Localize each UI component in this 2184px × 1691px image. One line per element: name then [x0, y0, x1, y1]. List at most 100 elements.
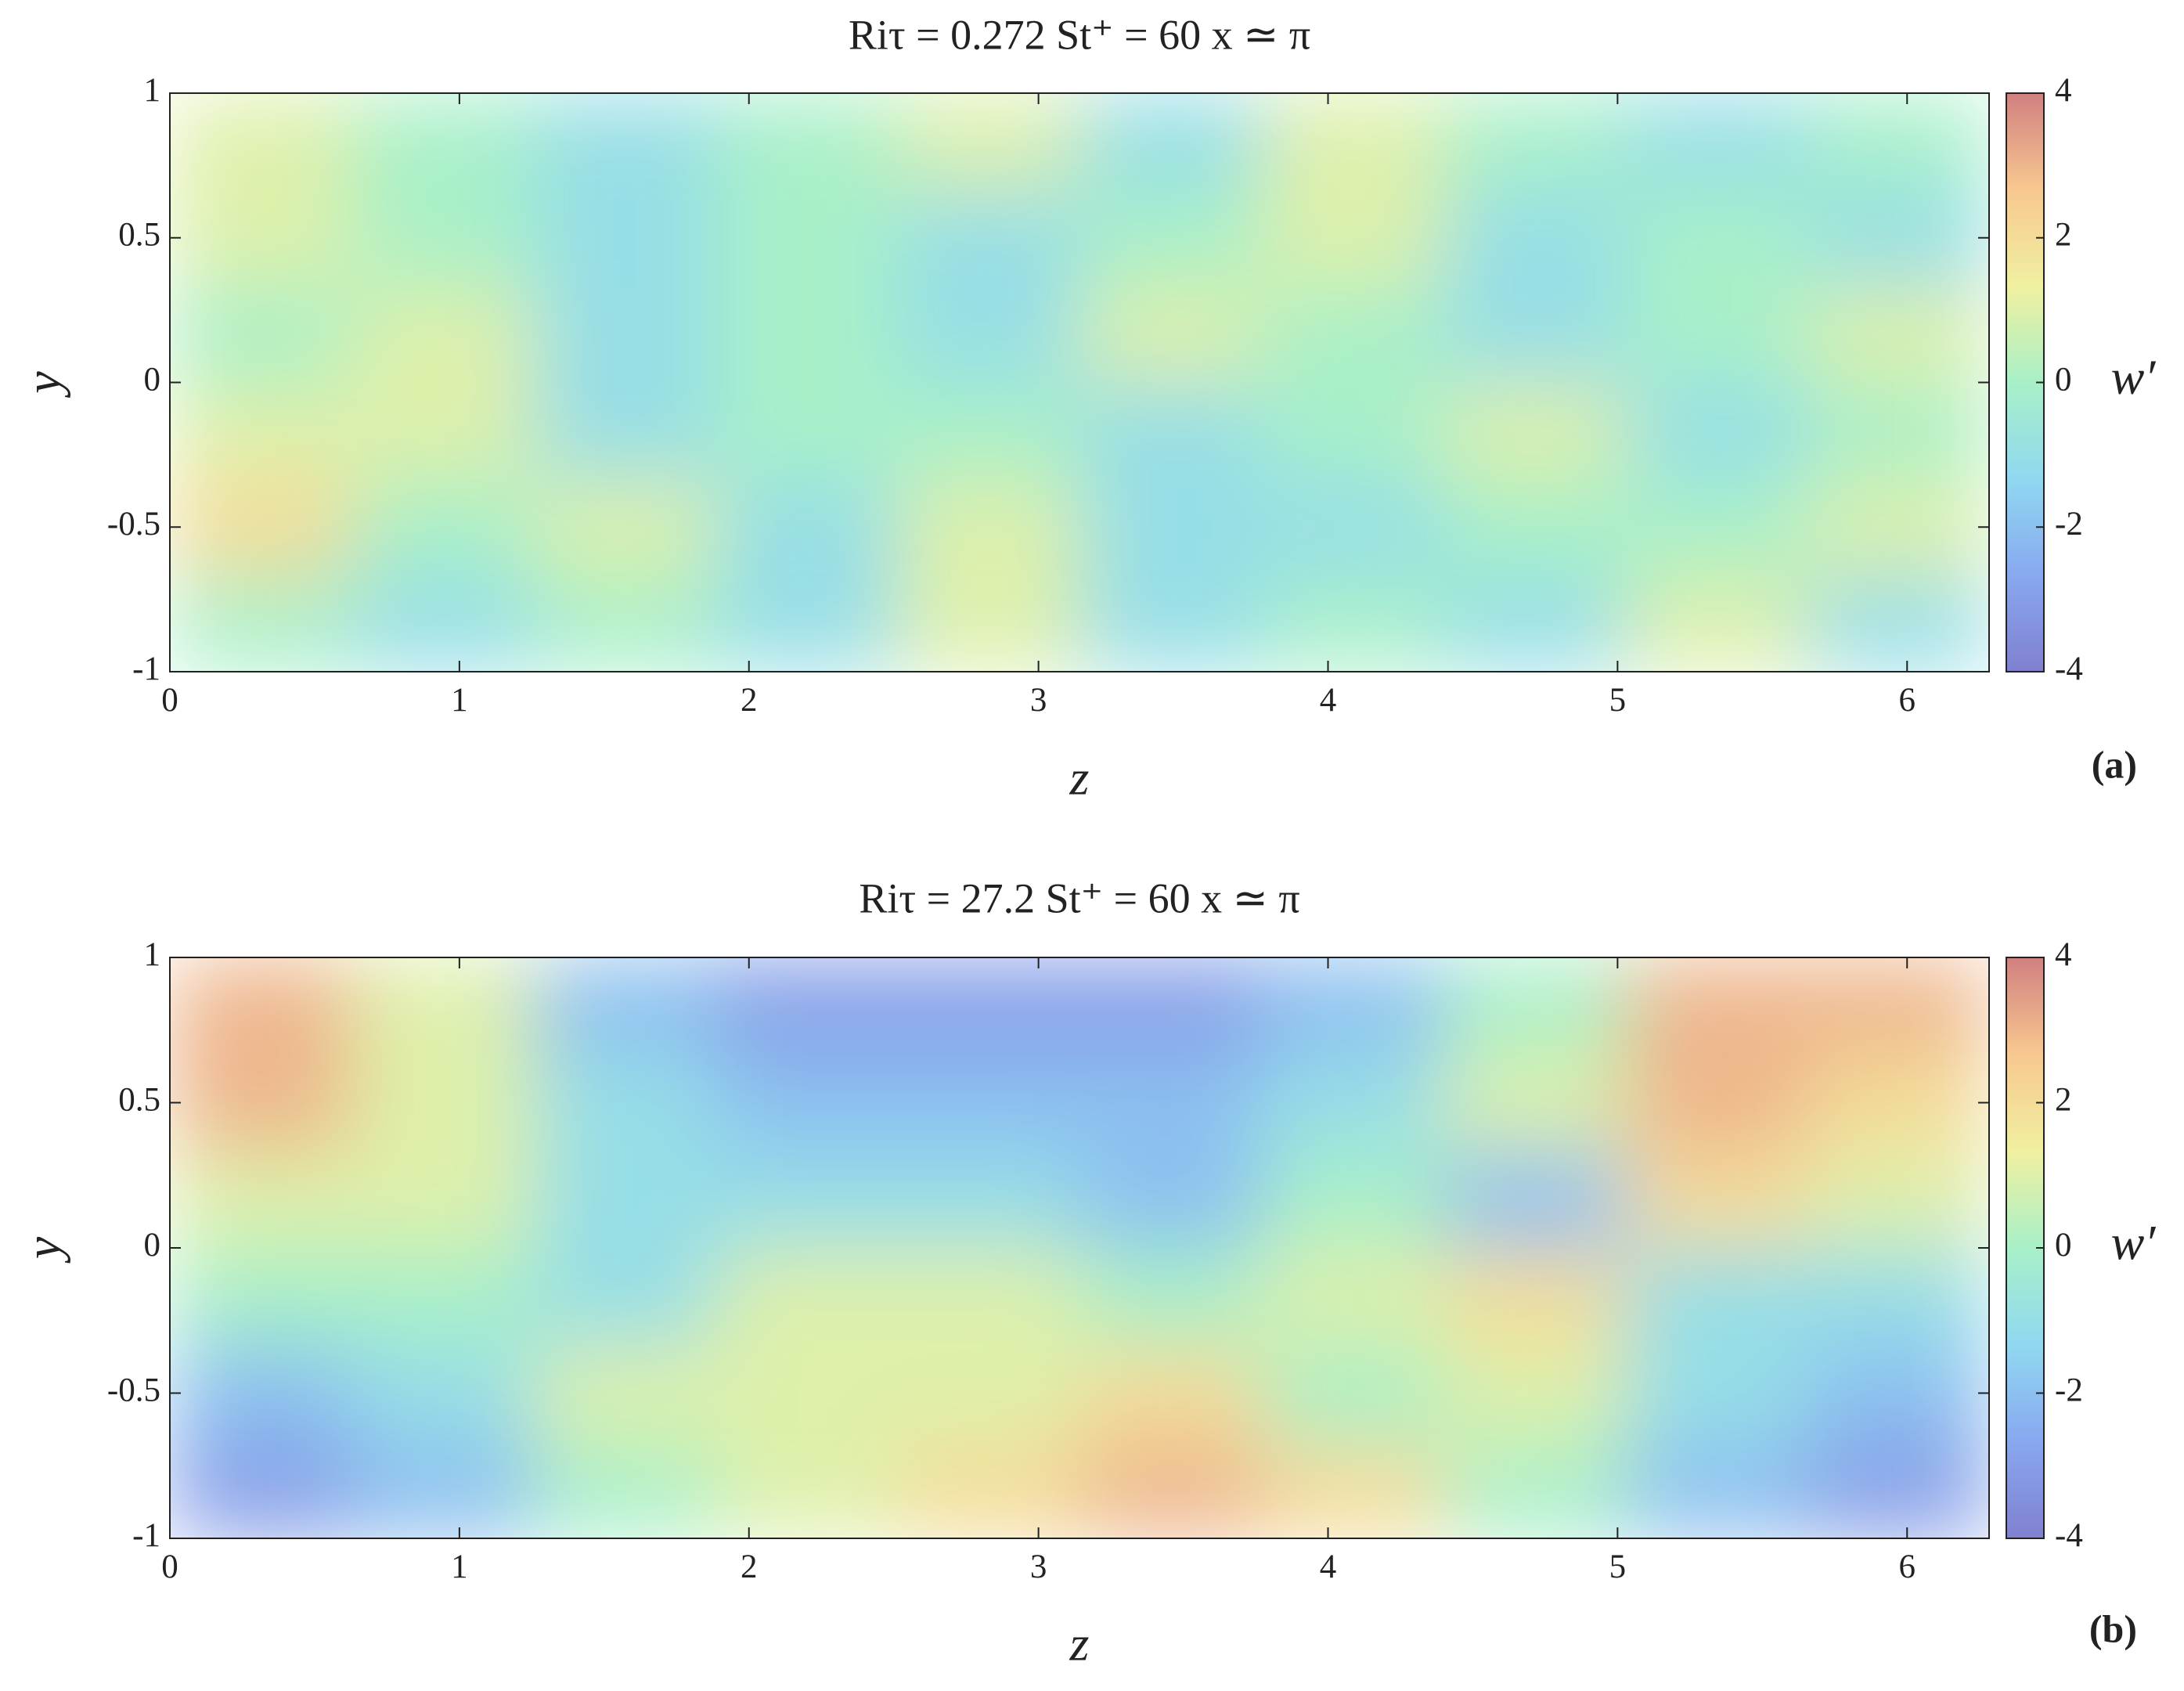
heatmap-cell: [1807, 957, 1989, 1055]
heatmap-cells: [170, 93, 1989, 672]
heatmap-cell: [170, 286, 353, 384]
heatmap-cell: [1443, 286, 1627, 384]
x-axis-label: z: [1069, 750, 1090, 806]
heatmap-cell: [1261, 1344, 1444, 1443]
heatmap-cell: [897, 286, 1080, 384]
heatmap-cell: [351, 1054, 535, 1152]
x-tick-label: 1: [451, 682, 468, 719]
heatmap-cell: [1079, 189, 1263, 287]
y-tick-label: 0: [144, 361, 161, 398]
heatmap-cell: [351, 1248, 535, 1346]
y-tick-label: 0.5: [118, 217, 160, 254]
heatmap-cell: [1807, 382, 1989, 480]
heatmap-cell: [1261, 575, 1444, 672]
heatmap-cell: [1807, 286, 1989, 384]
heatmap-cell: [1261, 478, 1444, 576]
colorbar-label: w′: [2111, 1215, 2157, 1271]
heatmap-cell: [170, 1248, 353, 1346]
heatmap-cell: [1261, 1054, 1444, 1152]
heatmap-cell: [533, 1344, 717, 1443]
y-axis-label: y: [16, 1236, 71, 1264]
heatmap-cell: [1079, 1441, 1263, 1538]
heatmap-cell: [1261, 382, 1444, 480]
heatmap-cell: [897, 1441, 1080, 1538]
heatmap-cell: [1079, 575, 1263, 672]
heatmap-cell: [1261, 957, 1444, 1055]
x-tick-label: 0: [161, 1549, 178, 1585]
heatmap-cell: [351, 286, 535, 384]
heatmap-cell: [170, 93, 353, 191]
heatmap-cell: [351, 382, 535, 480]
x-tick-label: 4: [1320, 682, 1337, 719]
colorbar-tick-label: 4: [2055, 936, 2072, 973]
heatmap-cell: [533, 575, 717, 672]
heatmap-cell: [1625, 575, 1808, 672]
heatmap-cell: [1443, 575, 1627, 672]
heatmap-cell: [1079, 1344, 1263, 1443]
colorbar-tick-label: 4: [2055, 72, 2072, 109]
x-tick-label: 1: [451, 1549, 468, 1585]
heatmap: [170, 93, 1989, 672]
heatmap-cell: [1625, 382, 1808, 480]
heatmap-cell: [1443, 1054, 1627, 1152]
y-tick-label: -1: [132, 1517, 160, 1554]
heatmap-cell: [897, 1054, 1080, 1152]
heatmap-cell: [170, 1151, 353, 1249]
heatmap-cell: [715, 286, 899, 384]
heatmap-cell: [1625, 1344, 1808, 1443]
heatmap-cell: [1443, 93, 1627, 191]
heatmap-cell: [1625, 1248, 1808, 1346]
colorbar-tick-label: 0: [2055, 1227, 2072, 1264]
x-tick-label: 2: [741, 1549, 758, 1585]
chart-title: Riτ = 0.272 St⁺ = 60 x ≃ π: [849, 11, 1310, 58]
colorbar-tick-label: -4: [2055, 651, 2083, 687]
heatmap-cell: [170, 382, 353, 480]
heatmap-cell: [1079, 1054, 1263, 1152]
heatmap-cell: [1807, 478, 1989, 576]
heatmap-cell: [1261, 93, 1444, 191]
colorbar-tick-label: 2: [2055, 217, 2072, 254]
colorbar-tick-label: 0: [2055, 361, 2072, 398]
heatmap-cell: [533, 957, 717, 1055]
heatmap-cell: [1261, 1441, 1444, 1538]
heatmap-cell: [1807, 1151, 1989, 1249]
heatmap-cell: [351, 1441, 535, 1538]
heatmap-cell: [1807, 1248, 1989, 1346]
heatmap-cell: [897, 93, 1080, 191]
heatmap-cell: [715, 957, 899, 1055]
y-axis-label: y: [16, 371, 71, 398]
colorbar-tick-label: -2: [2055, 506, 2083, 543]
heatmap-cell: [715, 1151, 899, 1249]
y-tick-label: 1: [144, 936, 161, 973]
heatmap-cell: [351, 957, 535, 1055]
heatmap-cell: [1625, 93, 1808, 191]
heatmap-cell: [1807, 93, 1989, 191]
y-tick-label: -0.5: [107, 506, 160, 543]
heatmap: [170, 957, 1989, 1538]
heatmap-cell: [170, 957, 353, 1055]
colorbar-tick-label: -4: [2055, 1517, 2083, 1554]
x-axis-label: z: [1069, 1616, 1090, 1671]
heatmap-cell: [715, 93, 899, 191]
heatmap-cell: [897, 957, 1080, 1055]
x-tick-label: 5: [1609, 1549, 1627, 1585]
heatmap-cell: [170, 189, 353, 287]
colorbar-tick-label: -2: [2055, 1372, 2083, 1408]
heatmap-cell: [1443, 478, 1627, 576]
heatmap-cell: [897, 1151, 1080, 1249]
heatmap-cell: [715, 382, 899, 480]
heatmap-cell: [1261, 189, 1444, 287]
heatmap-cell: [1443, 1248, 1627, 1346]
heatmap-cell: [533, 93, 717, 191]
heatmap-cell: [351, 1151, 535, 1249]
chart-title: Riτ = 27.2 St⁺ = 60 x ≃ π: [859, 874, 1299, 921]
colorbar-tick-label: 2: [2055, 1081, 2072, 1118]
heatmap-cell: [715, 1248, 899, 1346]
y-tick-label: -0.5: [107, 1372, 160, 1408]
heatmap-cell: [1079, 382, 1263, 480]
heatmap-cell: [897, 478, 1080, 576]
heatmap-cell: [897, 575, 1080, 672]
heatmap-cell: [1625, 286, 1808, 384]
heatmap-cell: [533, 189, 717, 287]
heatmap-cell: [533, 1441, 717, 1538]
